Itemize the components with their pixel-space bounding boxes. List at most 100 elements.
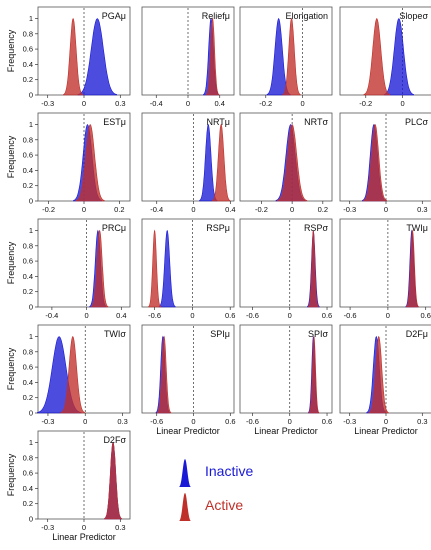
y-tick-label: 0.8 bbox=[23, 347, 33, 356]
x-tick-label: 0 bbox=[290, 205, 294, 214]
density-active bbox=[368, 335, 389, 414]
x-tick-label: 0.6 bbox=[322, 417, 332, 426]
y-tick-label: 1 bbox=[29, 332, 33, 341]
y-tick-label: 0 bbox=[29, 197, 33, 206]
y-tick-label: 0.2 bbox=[23, 393, 33, 402]
y-tick-label: 0 bbox=[29, 409, 33, 418]
x-tick-label: 0.3 bbox=[417, 417, 427, 426]
x-tick-label: 0 bbox=[288, 311, 292, 320]
x-tick-label: -0.6 bbox=[246, 417, 259, 426]
density-active bbox=[308, 230, 319, 308]
panel-title: TWIσ bbox=[104, 329, 126, 339]
panel-title: RSPσ bbox=[304, 223, 329, 233]
y-tick-label: 0.6 bbox=[23, 469, 33, 478]
x-tick-label: 0.3 bbox=[117, 417, 127, 426]
x-axis-label: Linear Predictor bbox=[52, 532, 116, 542]
density-active bbox=[363, 123, 387, 202]
panel-title: SPIσ bbox=[308, 329, 329, 339]
x-axis-label: Linear Predictor bbox=[156, 426, 220, 436]
panel-8: PRCμ -0.4 0 0.4 0 0.2 0.4 0.6 0.8 1 Frequency bbox=[6, 218, 131, 320]
y-tick-label: 0.8 bbox=[23, 241, 33, 250]
density-active bbox=[205, 17, 220, 96]
x-tick-label: -0.4 bbox=[45, 311, 58, 320]
panel-16: D2Fσ -0.3 0 0.3 0 0.2 0.4 0.6 0.8 1 Frequency Linea… bbox=[6, 430, 131, 542]
panel-title: RSPμ bbox=[206, 223, 230, 233]
density-active bbox=[212, 123, 231, 202]
panel-4: ESTμ -0.2 0 0.2 0 0.2 0.4 0.6 0.8 1 Frequency bbox=[6, 112, 131, 214]
x-tick-label: 0 bbox=[288, 417, 292, 426]
x-tick-label: 0.6 bbox=[322, 311, 332, 320]
x-tick-label: 0 bbox=[83, 417, 87, 426]
legend-label-active: Active bbox=[205, 497, 244, 513]
x-tick-label: -0.6 bbox=[344, 311, 357, 320]
density-active bbox=[308, 336, 320, 414]
x-tick-label: 0 bbox=[82, 99, 86, 108]
panel-title: ESTμ bbox=[103, 117, 126, 127]
y-tick-label: 0.4 bbox=[23, 484, 33, 493]
density-active bbox=[148, 229, 161, 308]
y-axis-label: Frequency bbox=[6, 135, 16, 178]
density-active bbox=[363, 17, 391, 96]
x-tick-label: 0 bbox=[191, 205, 195, 214]
density-inactive bbox=[383, 17, 414, 96]
panel-14: SPIσ -0.6 0 0.6 Linear Predictor bbox=[239, 324, 333, 436]
x-tick-label: 0 bbox=[190, 311, 194, 320]
x-tick-label: 0 bbox=[400, 99, 404, 108]
y-tick-label: 0.2 bbox=[23, 75, 33, 84]
x-tick-label: 0 bbox=[384, 417, 388, 426]
x-tick-label: -0.6 bbox=[148, 311, 161, 320]
y-tick-label: 0.8 bbox=[23, 29, 33, 38]
panel-10: RSPσ -0.6 0 0.6 bbox=[239, 218, 333, 320]
y-axis-label: Frequency bbox=[6, 453, 16, 496]
y-axis-label: Frequency bbox=[6, 347, 16, 390]
panel-0: PGAμ -0.3 0 0.3 0 0.2 0.4 0.6 0.8 1 Frequency bbox=[6, 6, 131, 108]
x-tick-label: -0.6 bbox=[150, 417, 163, 426]
y-tick-label: 0.4 bbox=[23, 378, 33, 387]
x-tick-label: 0 bbox=[300, 99, 304, 108]
x-tick-label: -0.2 bbox=[42, 205, 55, 214]
density-inactive bbox=[158, 229, 176, 308]
panel-title: D2Fσ bbox=[103, 435, 126, 445]
panel-5: NRTμ -0.4 0 0.4 bbox=[141, 112, 236, 214]
panel-frame bbox=[339, 6, 431, 96]
x-tick-label: -0.2 bbox=[259, 99, 272, 108]
panel-frame bbox=[339, 112, 431, 202]
panel-3: Slopeσ -0.2 0 bbox=[339, 6, 431, 108]
panel-11: TWIμ -0.6 0 0.6 bbox=[339, 218, 431, 320]
x-tick-label: 0.3 bbox=[115, 99, 125, 108]
panel-title: PRCμ bbox=[102, 223, 126, 233]
y-tick-label: 0.6 bbox=[23, 45, 33, 54]
panel-title: D2Fμ bbox=[406, 329, 428, 339]
x-tick-label: 0.2 bbox=[114, 205, 124, 214]
panel-frame bbox=[37, 218, 131, 308]
panel-title: NRTσ bbox=[304, 117, 328, 127]
density-active bbox=[104, 441, 122, 520]
y-tick-label: 0.6 bbox=[23, 363, 33, 372]
x-tick-label: 0 bbox=[85, 311, 89, 320]
x-tick-label: 0.3 bbox=[417, 205, 427, 214]
y-tick-label: 0.2 bbox=[23, 287, 33, 296]
x-tick-label: -0.3 bbox=[343, 417, 356, 426]
x-axis-label: Linear Predictor bbox=[254, 426, 318, 436]
y-tick-label: 0.8 bbox=[23, 135, 33, 144]
panel-title: Reliefμ bbox=[202, 11, 230, 21]
x-tick-label: 0 bbox=[386, 311, 390, 320]
x-tick-label: 0.6 bbox=[225, 417, 235, 426]
legend-item-inactive: Inactive bbox=[178, 456, 328, 488]
y-tick-label: 1 bbox=[29, 438, 33, 447]
panel-title: PGAμ bbox=[102, 11, 126, 21]
density-active bbox=[60, 335, 85, 414]
y-tick-label: 0.2 bbox=[23, 181, 33, 190]
panel-title: NRTμ bbox=[206, 117, 230, 127]
legend-swatch-active bbox=[179, 493, 191, 521]
y-tick-label: 0 bbox=[29, 303, 33, 312]
legend-label-inactive: Inactive bbox=[205, 463, 254, 479]
x-tick-label: 0.4 bbox=[116, 311, 126, 320]
x-tick-label: 0.6 bbox=[225, 311, 235, 320]
legend: Inactive Active bbox=[178, 456, 328, 526]
x-tick-label: -0.6 bbox=[246, 311, 259, 320]
density-inactive bbox=[77, 18, 117, 96]
y-tick-label: 1 bbox=[29, 120, 33, 129]
panel-9: RSPμ -0.6 0 0.6 bbox=[141, 218, 235, 320]
